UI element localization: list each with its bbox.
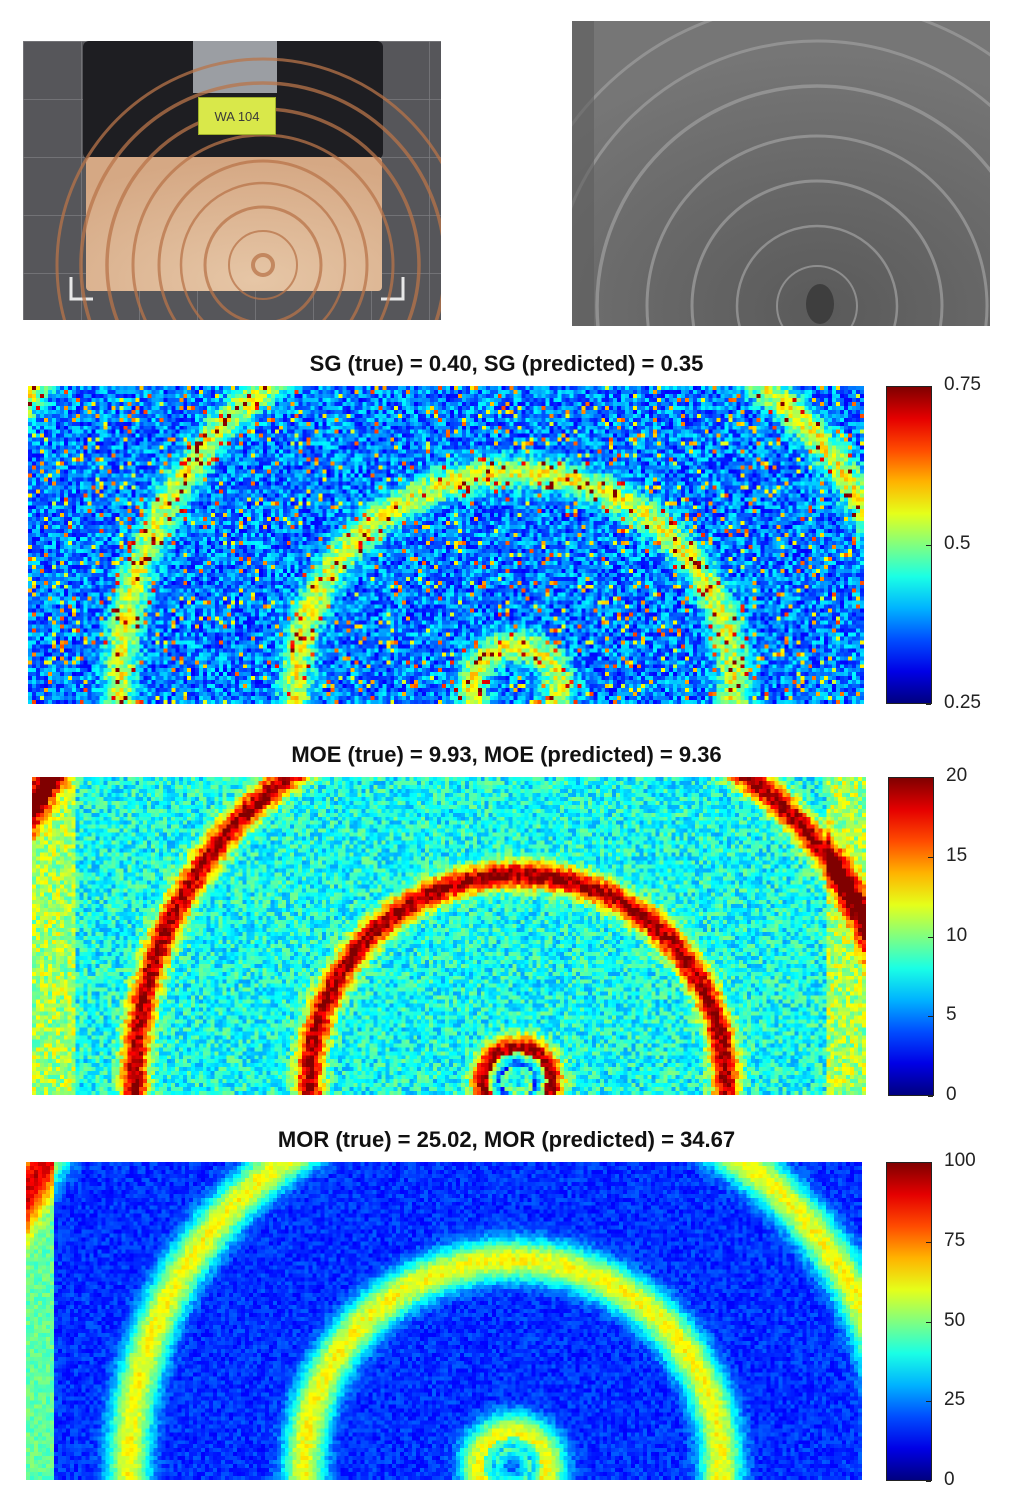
colorbar-tick-label: 0 (946, 1084, 957, 1105)
colorbar-tick-label: 15 (946, 844, 968, 866)
mor-title: MOR (true) = 25.02, MOR (predicted) = 34… (277, 1127, 736, 1152)
colorbar-tick-mark (926, 1162, 931, 1163)
colorbar-tick-mark (928, 937, 933, 938)
mor-heatmap (26, 1162, 862, 1480)
ct-scan-drawing (572, 21, 990, 326)
moe-heatmap (32, 777, 866, 1095)
colorbar-tick-label: 0.25 (944, 692, 981, 713)
colorbar-tick-label: 0 (944, 1469, 955, 1490)
colorbar-tick-mark (928, 857, 933, 858)
colorbar-tick-mark (928, 777, 933, 778)
specimen-photo: WA 104 (23, 41, 441, 320)
sg-colorbar (886, 386, 932, 704)
colorbar-tick-mark (928, 1016, 933, 1017)
colorbar-tick-mark (926, 1322, 931, 1323)
colorbar-tick-label: 100 (944, 1150, 976, 1171)
colorbar-tick-label: 0.5 (944, 533, 971, 554)
sg-title: SG (true) = 0.40, SG (predicted) = 0.35 (309, 351, 704, 376)
colorbar-tick-mark (926, 545, 931, 546)
colorbar-tick-label: 10 (946, 924, 968, 946)
mor-colorbar (886, 1162, 932, 1481)
colorbar-tick-mark (926, 1481, 931, 1482)
colorbar-tick-mark (926, 386, 931, 387)
specimen-label: WA 104 (198, 97, 276, 135)
colorbar-tick-label: 5 (946, 1004, 957, 1026)
moe-colorbar (888, 777, 934, 1096)
moe-title: MOE (true) = 9.93, MOE (predicted) = 9.3… (291, 742, 722, 767)
specimen-photo-drawing (23, 41, 441, 320)
colorbar-tick-mark (926, 1242, 931, 1243)
ct-scan-image (572, 21, 990, 326)
colorbar-tick-mark (926, 1401, 931, 1402)
colorbar-tick-label: 50 (944, 1309, 966, 1331)
sg-heatmap (28, 386, 864, 704)
colorbar-tick-mark (928, 1096, 933, 1097)
colorbar-tick-label: 20 (946, 765, 968, 786)
colorbar-tick-label: 25 (944, 1389, 966, 1411)
colorbar-tick-label: 0.75 (944, 374, 981, 395)
colorbar-tick-label: 75 (944, 1229, 966, 1251)
colorbar-tick-mark (926, 704, 931, 705)
